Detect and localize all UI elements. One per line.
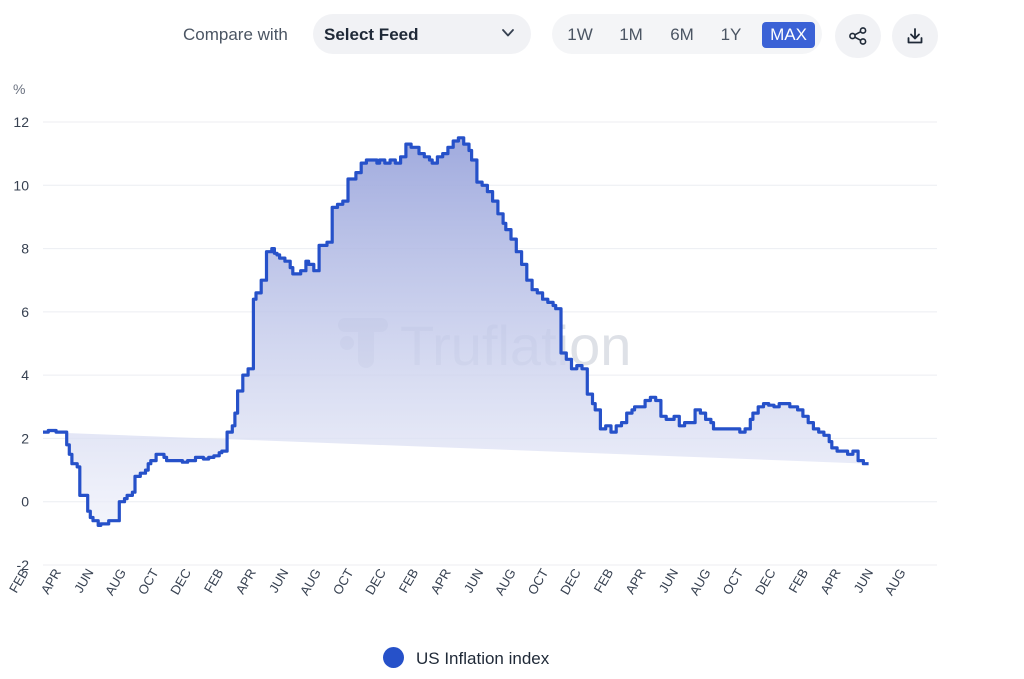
y-axis-unit: %: [13, 81, 25, 97]
x-tick-label: OCT: [330, 566, 357, 597]
y-tick-label: 2: [21, 430, 29, 446]
y-axis-ticks: -2 0 2 4 6 8 10 12: [13, 114, 29, 573]
x-tick-label: DEC: [167, 566, 194, 597]
y-tick-label: -2: [17, 557, 30, 573]
x-tick-label: AUG: [687, 566, 714, 598]
x-tick-label: DEC: [752, 566, 779, 597]
range-button-1w[interactable]: 1W: [567, 25, 593, 44]
range-button-6m[interactable]: 6M: [670, 25, 694, 44]
x-tick-label: JUN: [656, 566, 682, 595]
y-tick-label: 8: [21, 241, 29, 257]
x-axis-ticks: FEB APR JUN AUG OCT DEC FEB APR JUN AUG OCT DEC FEB A…: [6, 566, 909, 598]
range-button-1m[interactable]: 1M: [619, 25, 643, 44]
x-tick-label: OCT: [135, 566, 162, 597]
x-tick-label: JUN: [850, 566, 876, 595]
y-tick-label: 6: [21, 304, 29, 320]
legend-label: US Inflation index: [416, 649, 550, 668]
compare-label: Compare with: [183, 25, 288, 44]
x-tick-label: FEB: [396, 566, 422, 595]
x-tick-label: APR: [817, 566, 843, 597]
share-icon: [849, 27, 867, 45]
share-button[interactable]: [835, 14, 881, 58]
x-tick-label: DEC: [362, 566, 389, 597]
x-tick-label: AUG: [492, 566, 519, 598]
y-tick-label: 12: [13, 114, 29, 130]
range-button-max[interactable]: MAX: [762, 22, 815, 48]
x-tick-label: JUN: [266, 566, 292, 595]
x-tick-label: OCT: [719, 566, 746, 597]
x-tick-label: AUG: [882, 566, 909, 598]
series-line-us-inflation-index: [43, 136, 869, 527]
feed-select-value: Select Feed: [324, 25, 419, 44]
x-tick-label: JUN: [71, 566, 97, 595]
x-tick-label: APR: [427, 566, 453, 597]
legend-marker: [383, 647, 404, 668]
y-tick-label: 0: [21, 494, 29, 510]
x-tick-label: FEB: [591, 566, 617, 595]
x-tick-label: APR: [622, 566, 648, 597]
y-tick-label: 10: [13, 177, 29, 193]
download-icon: [907, 28, 923, 44]
y-tick-label: 4: [21, 367, 29, 383]
x-tick-label: APR: [38, 566, 64, 597]
x-tick-label: JUN: [461, 566, 487, 595]
feed-select-dropdown[interactable]: Select Feed: [313, 14, 531, 54]
range-button-1y[interactable]: 1Y: [720, 25, 742, 44]
chevron-down-icon: [502, 29, 514, 37]
x-tick-label: AUG: [297, 566, 324, 598]
x-tick-label: OCT: [525, 566, 552, 597]
x-tick-label: APR: [233, 566, 259, 597]
x-tick-label: AUG: [102, 566, 129, 598]
series-area-fill: [43, 137, 869, 526]
time-range-group: 1W 1M 6M 1Y MAX: [552, 14, 822, 54]
chart-toolbar: Compare with Select Feed 1W 1M 6M 1Y MAX: [0, 12, 1024, 58]
x-tick-label: DEC: [557, 566, 584, 597]
x-tick-label: FEB: [786, 566, 812, 595]
download-button[interactable]: [892, 14, 938, 58]
x-tick-label: FEB: [201, 566, 227, 595]
